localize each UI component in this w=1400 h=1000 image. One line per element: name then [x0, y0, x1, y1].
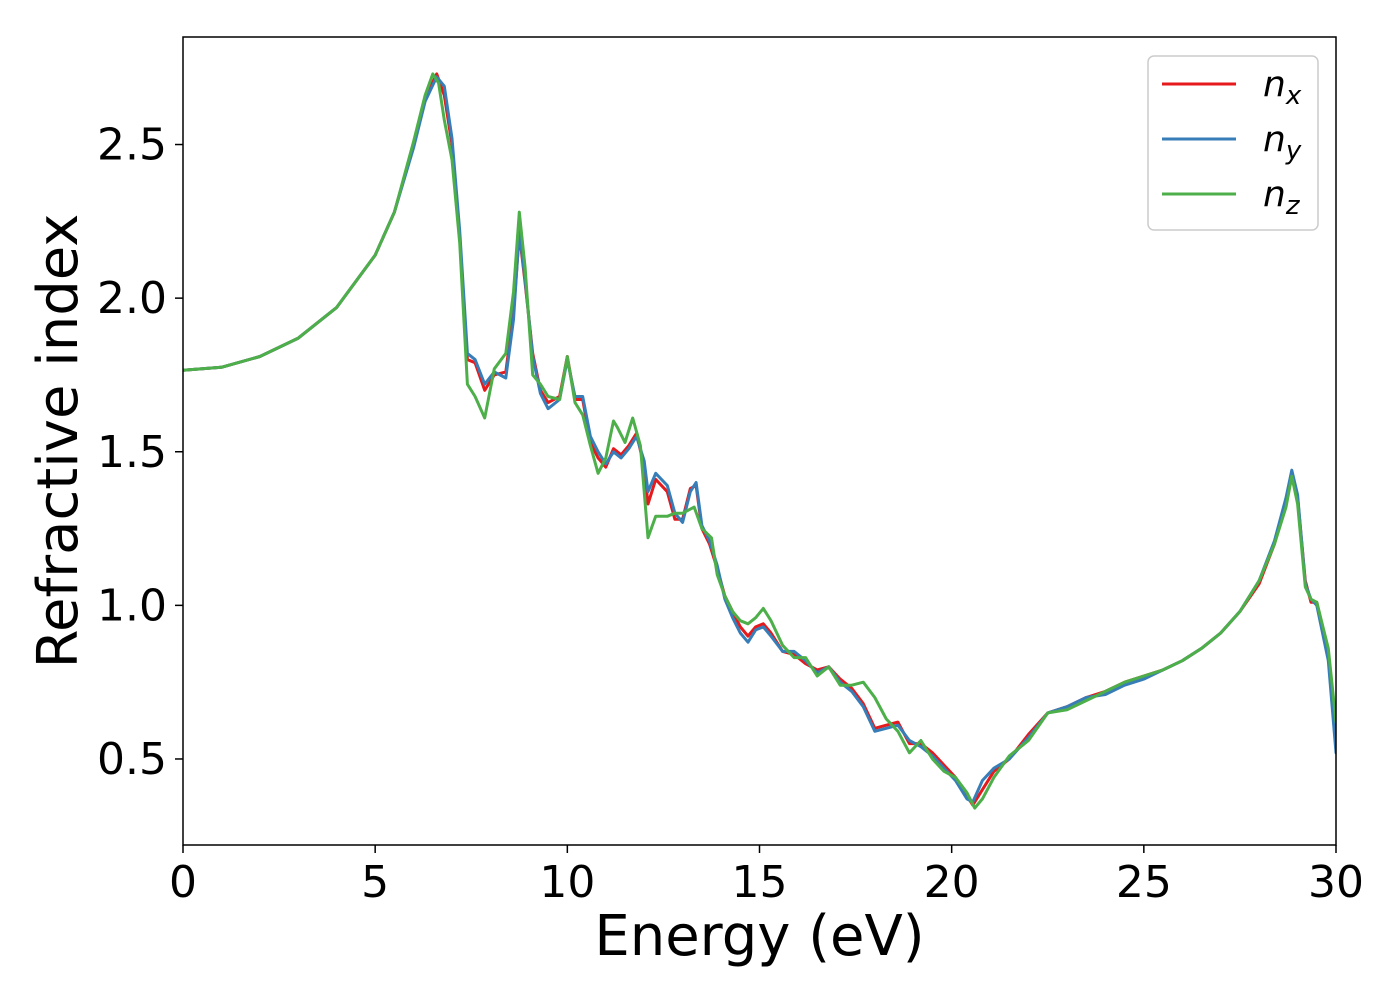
y-tick-label: 2.0 [97, 273, 167, 324]
y-tick-label: 0.5 [97, 734, 167, 785]
x-tick-label: 20 [924, 857, 980, 908]
x-tick-label: 0 [169, 857, 197, 908]
legend-label-nz: nz [1263, 174, 1301, 221]
x-tick-label: 10 [539, 857, 595, 908]
y-axis-title: Refractive index [26, 214, 91, 669]
legend-subscript: y [1285, 136, 1302, 166]
y-tick-label: 2.5 [97, 120, 167, 171]
x-axis: 0 5 10 15 20 25 30 [169, 845, 1364, 908]
legend-symbol: n [1263, 174, 1286, 215]
y-axis: 0.5 1.0 1.5 2.0 2.5 [97, 120, 183, 785]
x-tick-label: 30 [1308, 857, 1364, 908]
y-tick-label: 1.0 [97, 580, 167, 631]
y-tick-label: 1.5 [97, 427, 167, 478]
x-axis-title: Energy (eV) [594, 904, 924, 969]
x-tick-label: 5 [361, 857, 389, 908]
legend-symbol: n [1263, 64, 1286, 105]
legend-label-nx: nx [1263, 64, 1302, 111]
legend-subscript: x [1285, 81, 1302, 111]
legend-box [1147, 55, 1319, 231]
x-tick-label: 15 [732, 857, 788, 908]
legend-symbol: n [1263, 119, 1286, 160]
x-tick-label: 25 [1116, 857, 1172, 908]
legend-subscript: z [1285, 191, 1301, 221]
series-line-nz [183, 72, 1336, 810]
series-layer [183, 72, 1336, 810]
legend-label-ny: ny [1263, 119, 1302, 166]
